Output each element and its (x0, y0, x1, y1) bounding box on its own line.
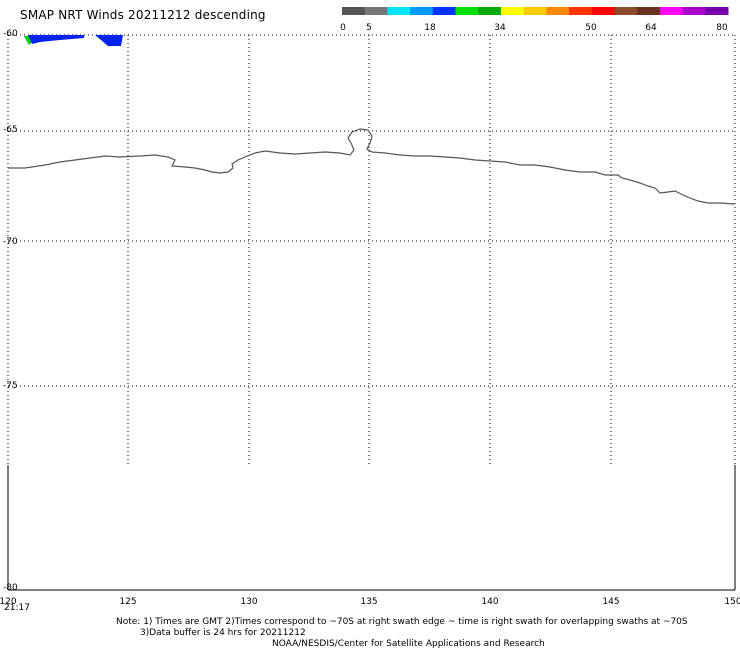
lat-label: -75 (3, 381, 18, 391)
lon-label: 125 (119, 597, 136, 607)
colorbar-tick-label: 50 (585, 23, 597, 33)
colorbar-segment (432, 7, 457, 15)
colorbar-tick-label: 0 (340, 23, 346, 33)
colorbar-segment (591, 7, 615, 15)
footer-credit: NOAA/NESDIS/Center for Satellite Applica… (272, 639, 545, 649)
colorbar-segment (705, 7, 729, 15)
footer-note-line2: 3)Data buffer is 24 hrs for 20211212 (140, 628, 306, 638)
swath-time-label: 21:17 (4, 603, 30, 613)
footer-note-line1: Note: 1) Times are GMT 2)Times correspon… (116, 617, 688, 627)
lat-label: -60 (3, 29, 18, 39)
colorbar-segment (659, 7, 684, 15)
colorbar-segment (410, 7, 434, 15)
colorbar-segment (546, 7, 570, 15)
colorbar-segment (637, 7, 661, 15)
map-grid (7, 34, 736, 465)
colorbar-tick-label: 5 (366, 23, 372, 33)
colorbar-segment (455, 7, 479, 15)
lon-label: 145 (602, 597, 619, 607)
colorbar-segment (569, 7, 593, 15)
antarctic-coastline (8, 128, 736, 205)
wind-swath (24, 35, 123, 46)
lat-label: -70 (3, 237, 18, 247)
colorbar-tick-labels: 0 5 18 34 50 64 80 (340, 23, 728, 33)
colorbar-segment (523, 7, 547, 15)
colorbar-tick-label: 18 (424, 23, 436, 33)
lat-label: -80 (3, 583, 18, 593)
colorbar-segment (478, 7, 502, 15)
lon-label: 135 (360, 597, 377, 607)
lon-label: 120 (0, 597, 17, 607)
colorbar-tick-label: 80 (716, 23, 728, 33)
lon-label: 130 (240, 597, 257, 607)
colorbar-segment (342, 7, 366, 15)
colorbar-segment (387, 7, 411, 15)
colorbar-segment (364, 7, 388, 15)
colorbar-tick-label: 34 (494, 23, 506, 33)
colorbar-segment (682, 7, 706, 15)
lon-label: 150 (724, 597, 740, 607)
swath-blue-fragment (28, 35, 84, 44)
wind-speed-colorbar: 0 5 18 34 50 64 80 (340, 7, 729, 33)
map-title: SMAP NRT Winds 20211212 descending (20, 8, 266, 22)
colorbar-tick-label: 64 (645, 23, 657, 33)
lat-label: -65 (3, 125, 18, 135)
colorbar-segments (342, 7, 729, 15)
colorbar-segment (500, 7, 525, 15)
lon-label: 140 (481, 597, 498, 607)
swath-blue-fragment (95, 35, 123, 46)
colorbar-segment (614, 7, 638, 15)
